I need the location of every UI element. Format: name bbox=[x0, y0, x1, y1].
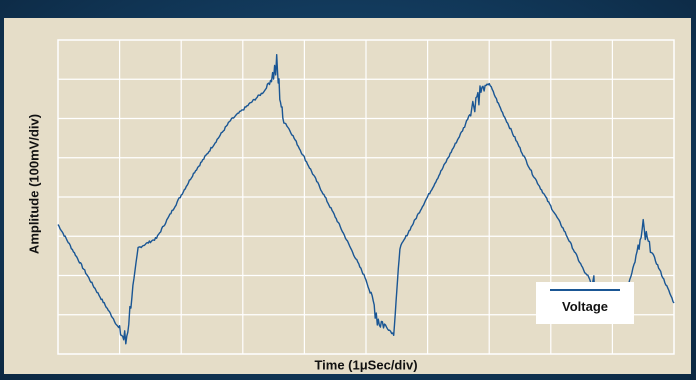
legend-swatch-voltage bbox=[550, 289, 620, 291]
series-line-voltage bbox=[57, 54, 675, 345]
legend: Voltage bbox=[536, 282, 634, 324]
y-axis-label: Amplitude (100mV/div) bbox=[26, 113, 42, 255]
legend-label-voltage: Voltage bbox=[562, 299, 608, 314]
x-axis-label: Time (1μSec/div) bbox=[314, 357, 418, 373]
